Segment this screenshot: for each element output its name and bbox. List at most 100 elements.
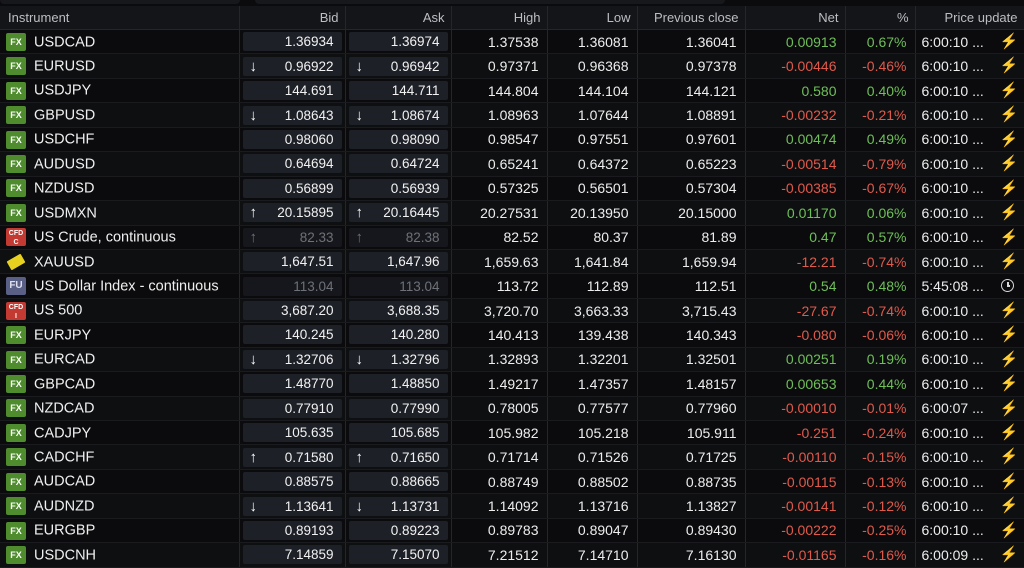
- column-header-previous-close[interactable]: Previous close: [637, 6, 746, 30]
- ask-cell[interactable]: ↓ 1.13731: [345, 493, 452, 519]
- table-row[interactable]: FU US Dollar Index - continuous 113.04 113.…: [0, 273, 1024, 299]
- ask-cell[interactable]: 7.15070: [345, 542, 452, 568]
- bid-cell[interactable]: ↓ 1.32706: [239, 347, 346, 373]
- ask-cell[interactable]: ↑ 0.71650: [345, 444, 452, 470]
- ask-cell[interactable]: 0.64724: [345, 151, 452, 177]
- ask-price-button[interactable]: 0.77990: [348, 398, 448, 418]
- ask-cell[interactable]: 1.48850: [345, 371, 452, 397]
- top-tab-left[interactable]: [0, 0, 240, 4]
- instrument-cell[interactable]: FX EURJPY: [0, 322, 240, 348]
- bid-cell[interactable]: 113.04: [239, 273, 346, 299]
- column-header-instrument[interactable]: Instrument: [0, 6, 240, 30]
- column-header-ask[interactable]: Ask: [345, 6, 452, 30]
- bid-price-button[interactable]: 1.48770: [242, 374, 342, 394]
- top-tab-right[interactable]: [255, 0, 725, 4]
- ask-price-button[interactable]: 105.685: [348, 423, 448, 443]
- table-row[interactable]: FX AUDUSD 0.64694 0.64724 0.65241 0.64372 0.65…: [0, 151, 1024, 177]
- bid-price-button[interactable]: 1.36934: [242, 32, 342, 52]
- instrument-cell[interactable]: FX NZDUSD: [0, 176, 240, 202]
- table-row[interactable]: FX GBPUSD ↓ 1.08643 ↓ 1.08674 1.08963 1.07644 1.…: [0, 102, 1024, 128]
- table-row[interactable]: XAUUSD 1,647.51 1,647.96 1,659.63 1,641.84 1,…: [0, 249, 1024, 275]
- bid-cell[interactable]: ↓ 0.96922: [239, 53, 346, 79]
- bid-price-button[interactable]: 0.98060: [242, 129, 342, 149]
- ask-price-button[interactable]: ↑ 82.38: [348, 227, 448, 247]
- ask-cell[interactable]: ↑ 20.16445: [345, 200, 452, 226]
- table-row[interactable]: FX USDCNH 7.14859 7.15070 7.21512 7.14710 7.16…: [0, 542, 1024, 568]
- instrument-cell[interactable]: FX GBPUSD: [0, 102, 240, 128]
- bid-cell[interactable]: 1.36934: [239, 29, 346, 55]
- instrument-cell[interactable]: FX AUDNZD: [0, 493, 240, 519]
- table-row[interactable]: FX NZDUSD 0.56899 0.56939 0.57325 0.56501 0.57…: [0, 176, 1024, 202]
- bid-price-button[interactable]: 144.691: [242, 81, 342, 101]
- ask-price-button[interactable]: ↓ 0.96942: [348, 56, 448, 76]
- bid-cell[interactable]: 0.89193: [239, 518, 346, 544]
- ask-price-button[interactable]: 113.04: [348, 276, 448, 296]
- bid-price-button[interactable]: 0.88575: [242, 472, 342, 492]
- table-row[interactable]: FX EURUSD ↓ 0.96922 ↓ 0.96942 0.97371 0.96368 0.…: [0, 53, 1024, 79]
- bid-cell[interactable]: 144.691: [239, 78, 346, 104]
- instrument-cell[interactable]: FX GBPCAD: [0, 371, 240, 397]
- instrument-cell[interactable]: FX AUDUSD: [0, 151, 240, 177]
- bid-cell[interactable]: ↑ 82.33: [239, 225, 346, 250]
- ask-cell[interactable]: 0.88665: [345, 469, 452, 495]
- ask-cell[interactable]: 0.77990: [345, 396, 452, 422]
- instrument-cell[interactable]: FX USDCNH: [0, 542, 240, 568]
- table-row[interactable]: FX USDMXN ↑ 20.15895 ↑ 20.16445 20.27531 20.139…: [0, 200, 1024, 226]
- bid-price-button[interactable]: ↓ 0.96922: [242, 56, 342, 76]
- bid-cell[interactable]: 0.98060: [239, 127, 346, 153]
- instrument-cell[interactable]: CFD C US Crude, continuous: [0, 225, 240, 250]
- instrument-cell[interactable]: FX NZDCAD: [0, 396, 240, 422]
- bid-price-button[interactable]: 3,687.20: [242, 301, 342, 321]
- ask-price-button[interactable]: 144.711: [348, 81, 448, 101]
- bid-cell[interactable]: ↑ 20.15895: [239, 200, 346, 226]
- ask-cell[interactable]: ↓ 1.08674: [345, 102, 452, 128]
- ask-cell[interactable]: 1,647.96: [345, 249, 452, 275]
- bid-price-button[interactable]: 0.56899: [242, 178, 342, 198]
- instrument-cell[interactable]: FX EURCAD: [0, 347, 240, 373]
- bid-cell[interactable]: ↑ 0.71580: [239, 444, 346, 470]
- ask-price-button[interactable]: 1.36974: [348, 32, 448, 52]
- instrument-cell[interactable]: FX USDMXN: [0, 200, 240, 226]
- ask-cell[interactable]: 1.36974: [345, 29, 452, 55]
- table-row[interactable]: FX AUDNZD ↓ 1.13641 ↓ 1.13731 1.14092 1.13716 1.…: [0, 493, 1024, 519]
- bid-price-button[interactable]: ↑ 0.71580: [242, 447, 342, 467]
- bid-price-button[interactable]: ↓ 1.13641: [242, 496, 342, 516]
- table-row[interactable]: CFD I US 500 3,687.20 3,688.35 3,720.70 3,663.…: [0, 298, 1024, 324]
- bid-cell[interactable]: 140.245: [239, 322, 346, 348]
- ask-cell[interactable]: 0.89223: [345, 518, 452, 544]
- instrument-cell[interactable]: FX EURGBP: [0, 518, 240, 544]
- bid-cell[interactable]: 0.56899: [239, 176, 346, 202]
- instrument-cell[interactable]: FX USDCHF: [0, 127, 240, 153]
- bid-cell[interactable]: ↓ 1.13641: [239, 493, 346, 519]
- bid-price-button[interactable]: ↓ 1.08643: [242, 105, 342, 125]
- bid-cell[interactable]: ↓ 1.08643: [239, 102, 346, 128]
- ask-price-button[interactable]: ↓ 1.08674: [348, 105, 448, 125]
- ask-cell[interactable]: 113.04: [345, 273, 452, 299]
- ask-cell[interactable]: 0.98090: [345, 127, 452, 153]
- table-row[interactable]: FX CADJPY 105.635 105.685 105.982 105.218 105.…: [0, 420, 1024, 446]
- ask-price-button[interactable]: 1,647.96: [348, 252, 448, 272]
- ask-price-button[interactable]: ↓ 1.32796: [348, 349, 448, 369]
- table-row[interactable]: FX EURGBP 0.89193 0.89223 0.89783 0.89047 0.89…: [0, 518, 1024, 544]
- bid-cell[interactable]: 3,687.20: [239, 298, 346, 324]
- bid-cell[interactable]: 105.635: [239, 420, 346, 446]
- ask-cell[interactable]: 105.685: [345, 420, 452, 446]
- instrument-cell[interactable]: CFD I US 500: [0, 298, 240, 324]
- ask-price-button[interactable]: 0.88665: [348, 472, 448, 492]
- column-header-net[interactable]: Net: [745, 6, 846, 30]
- instrument-cell[interactable]: FX EURUSD: [0, 53, 240, 79]
- table-row[interactable]: FX EURJPY 140.245 140.280 140.413 139.438 140.…: [0, 322, 1024, 348]
- ask-price-button[interactable]: 3,688.35: [348, 301, 448, 321]
- bid-price-button[interactable]: 7.14859: [242, 545, 342, 565]
- bid-cell[interactable]: 1.48770: [239, 371, 346, 397]
- ask-cell[interactable]: ↓ 0.96942: [345, 53, 452, 79]
- table-row[interactable]: FX USDJPY 144.691 144.711 144.804 144.104 144.…: [0, 78, 1024, 104]
- ask-price-button[interactable]: 0.98090: [348, 129, 448, 149]
- column-header-bid[interactable]: Bid: [239, 6, 346, 30]
- bid-price-button[interactable]: ↑ 20.15895: [242, 203, 342, 223]
- table-row[interactable]: FX NZDCAD 0.77910 0.77990 0.78005 0.77577 0.77…: [0, 396, 1024, 422]
- ask-price-button[interactable]: 7.15070: [348, 545, 448, 565]
- instrument-cell[interactable]: FX USDJPY: [0, 78, 240, 104]
- table-row[interactable]: FX GBPCAD 1.48770 1.48850 1.49217 1.47357 1.48…: [0, 371, 1024, 397]
- column-header-low[interactable]: Low: [547, 6, 638, 30]
